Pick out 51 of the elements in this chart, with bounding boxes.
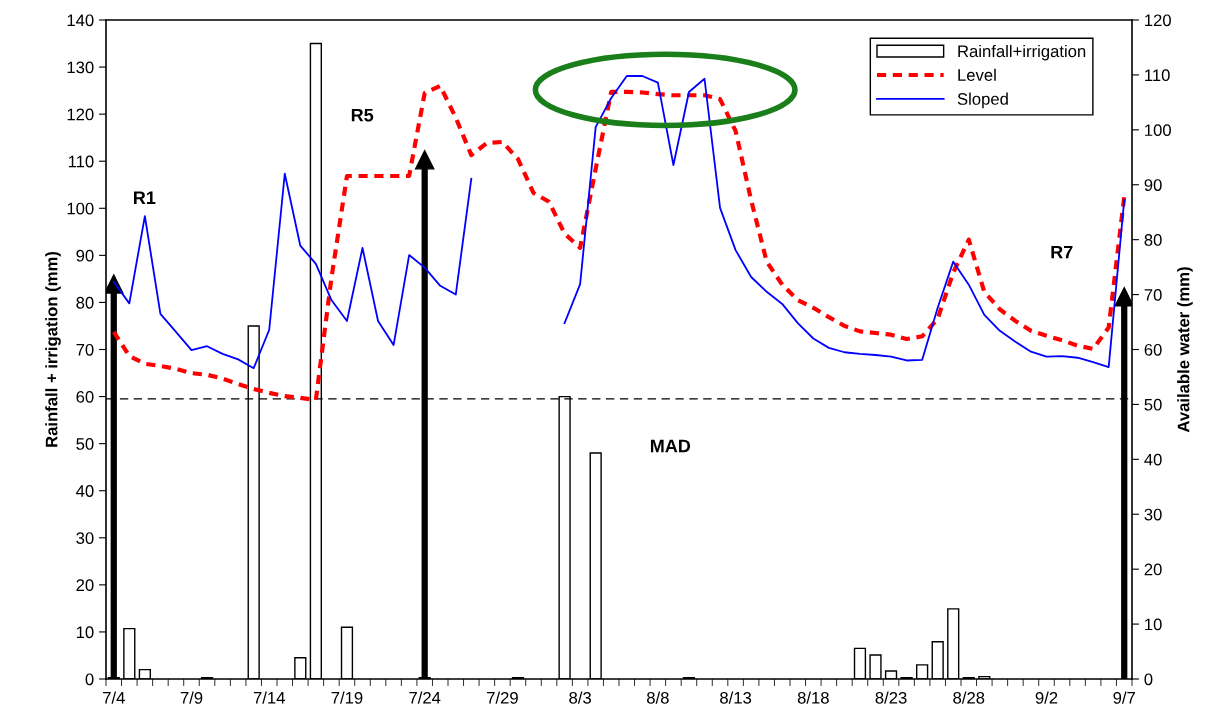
y-tick-label: 80 — [76, 296, 94, 309]
y-tick-label: 40 — [76, 485, 94, 497]
y-tick-label: 50 — [76, 438, 94, 450]
x-tick-label: 7/9 — [180, 691, 203, 704]
ref-line-label: MAD — [650, 439, 691, 453]
y2-tick-label: 90 — [1144, 179, 1162, 191]
y2-tick-label: 100 — [1145, 124, 1171, 137]
x-tick-label: 8/23 — [875, 691, 907, 704]
x-tick-label: 7/14 — [253, 691, 285, 704]
y2-tick-label: 120 — [1145, 14, 1171, 27]
x-tick-label: 9/7 — [1113, 691, 1135, 704]
x-tick-label: 8/8 — [647, 691, 669, 704]
legend-label: Sloped — [957, 92, 1008, 109]
x-tick-label: 8/13 — [720, 691, 752, 704]
y-tick-label: 70 — [76, 343, 94, 356]
x-tick-label: 7/29 — [487, 691, 518, 704]
y2-tick-label: 0 — [1144, 673, 1153, 686]
y-tick-label: 20 — [76, 579, 94, 592]
y2-tick-label: 30 — [1144, 508, 1162, 521]
y2-tick-label: 50 — [1144, 398, 1162, 411]
y-tick-label: 100 — [67, 202, 94, 215]
x-tick-label: 7/24 — [409, 691, 441, 704]
y-tick-label: 10 — [76, 626, 94, 639]
y-tick-label: 110 — [68, 155, 94, 168]
y2-tick-label: 40 — [1144, 453, 1162, 466]
y-tick-label: 120 — [67, 108, 94, 121]
y-tick-label: 140 — [67, 14, 94, 27]
y-tick-label: 60 — [76, 390, 94, 403]
x-tick-label: 8/18 — [797, 691, 829, 704]
legend-label: Rainfall+irrigation — [958, 44, 1086, 61]
y-tick-label: 130 — [67, 61, 94, 74]
y2-tick-label: 10 — [1145, 618, 1162, 631]
x-tick-label: 7/19 — [331, 691, 363, 704]
x-tick-label: 7/4 — [103, 691, 125, 704]
y2-tick-label: 60 — [1144, 343, 1162, 356]
y-tick-label: 90 — [76, 249, 94, 262]
y2-tick-label: 110 — [1145, 69, 1170, 82]
y2-tick-label: 20 — [1144, 563, 1162, 576]
y2-axis-title: Available water (mm) — [1177, 267, 1193, 433]
legend-label: Level — [958, 68, 996, 81]
x-tick-label: 9/2 — [1035, 691, 1058, 704]
y-tick-label: 0 — [85, 673, 94, 686]
annotation: R1 — [134, 191, 156, 204]
y-axis-title: Rainfall + irrigation (mm) — [45, 251, 61, 447]
y2-tick-label: 80 — [1144, 234, 1162, 246]
x-tick-label: 8/3 — [569, 691, 591, 704]
x-tick-label: 8/28 — [953, 691, 985, 704]
annotation: R5 — [351, 108, 374, 122]
y2-tick-label: 70 — [1144, 288, 1162, 301]
annotation: R7 — [1051, 245, 1073, 259]
y-tick-label: 30 — [76, 532, 94, 544]
